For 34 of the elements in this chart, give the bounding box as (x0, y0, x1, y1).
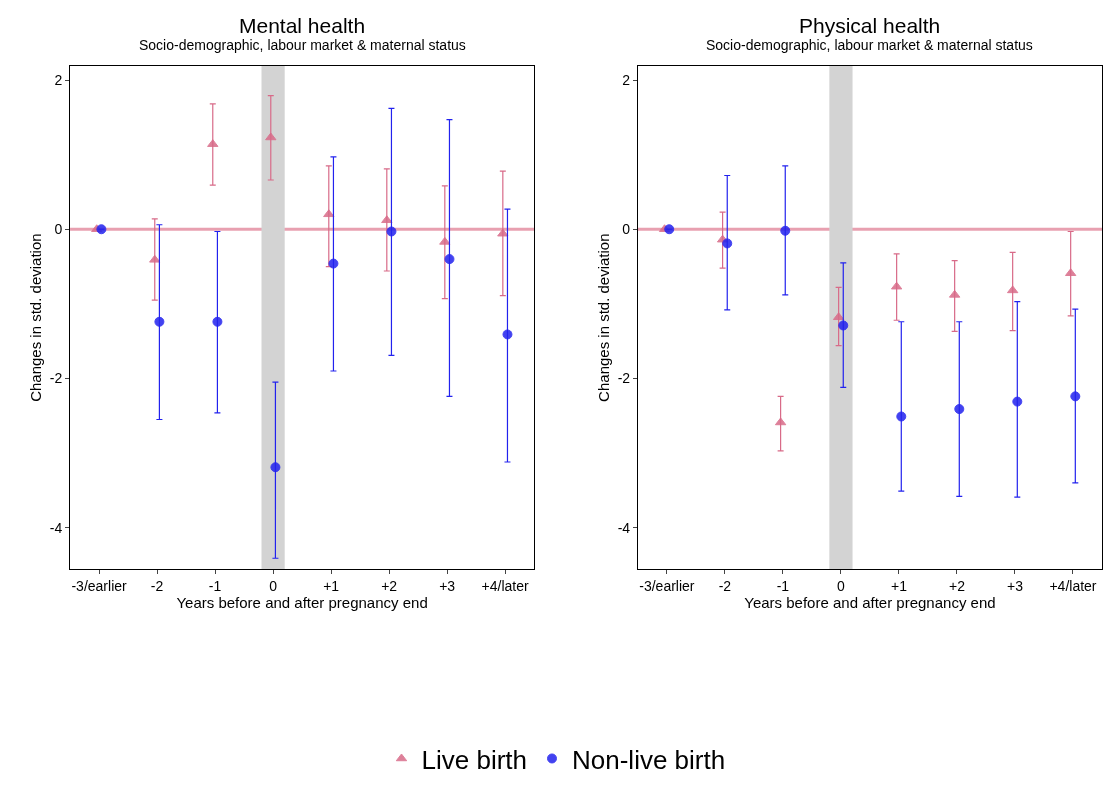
chart-title: Mental health (239, 14, 366, 37)
legend-label: Non-live birth (572, 744, 726, 775)
x-tick-label: -2 (718, 578, 732, 595)
x-tick-label: -1 (208, 578, 222, 595)
x-tick-label: 0 (837, 578, 846, 595)
y-tick-label: -4 (617, 519, 631, 536)
x-tick-label: -2 (150, 578, 164, 595)
y-tick-label: 2 (54, 71, 63, 88)
y-tick-label: 2 (622, 71, 631, 88)
chart-title: Physical health (799, 14, 941, 37)
x-tick-label: -1 (776, 578, 790, 595)
y-tick-label: 0 (54, 221, 63, 238)
x-tick-label: -3/earlier (71, 578, 128, 595)
x-tick-label: +1 (323, 578, 340, 595)
chart-subtitle: Socio-demographic, labour market & maternal status (139, 37, 466, 53)
y-axis-title: Changes in std. deviation (27, 233, 45, 402)
y-tick-label: -2 (49, 370, 63, 387)
y-tick-label: 0 (622, 221, 631, 238)
x-tick-label: +4/later (1049, 578, 1097, 595)
x-tick-label: -3/earlier (639, 578, 695, 595)
chart-subtitle: Socio-demographic, labour market & maternal status (706, 37, 1033, 53)
x-tick-label: +2 (948, 578, 966, 595)
legend-label: Live birth (421, 744, 527, 775)
y-tick-label: -4 (49, 519, 63, 536)
x-tick-label: +4/later (481, 578, 530, 595)
x-tick-label: +1 (890, 578, 908, 595)
y-axis-title: Changes in std. deviation (594, 233, 612, 402)
x-tick-label: +3 (439, 578, 456, 595)
x-axis-title: Years before and after pregnancy end (176, 594, 428, 612)
x-tick-label: +3 (1007, 578, 1024, 595)
x-axis-title: Years before and after pregnancy end (744, 594, 996, 612)
x-tick-label: 0 (269, 578, 278, 595)
y-tick-label: -2 (617, 370, 631, 387)
x-tick-label: +2 (381, 578, 398, 595)
